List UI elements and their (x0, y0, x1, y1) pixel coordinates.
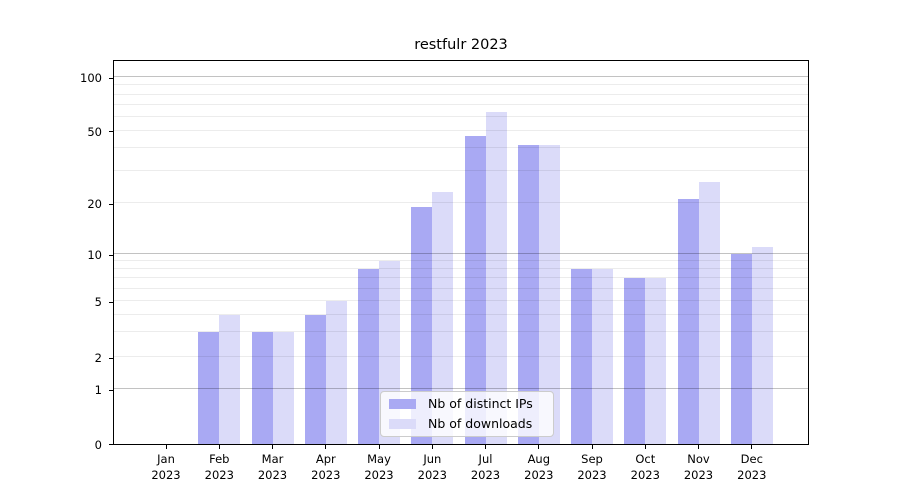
x-tick-mark-dec (751, 444, 753, 449)
legend: Nb of distinct IPs Nb of downloads (380, 391, 554, 437)
x-axis-tick-label-mar: Mar 2023 (257, 451, 288, 482)
x-tick-mark-nov (698, 444, 699, 449)
bar-distinct-ips-mar (251, 332, 273, 444)
x-tick-mark-apr (325, 444, 327, 449)
bar-distinct-ips-jul (464, 135, 486, 444)
legend-swatch-distinct-ips-icon (389, 399, 416, 409)
legend-swatch-downloads-icon (389, 419, 416, 429)
bars-layer (114, 61, 808, 444)
x-axis-tick-label-sep: Sep 2023 (577, 451, 607, 482)
bar-downloads-jun (432, 192, 454, 444)
x-tick-mark-feb (218, 444, 220, 449)
bar-downloads-dec (751, 247, 773, 444)
bar-downloads-oct (645, 278, 667, 444)
bar-distinct-ips-may (358, 269, 379, 444)
x-axis-tick-label-jun: Jun 2023 (417, 451, 447, 482)
x-axis-tick-label-feb: Feb 2023 (204, 451, 234, 482)
bar-distinct-ips-jun (411, 206, 433, 444)
x-axis-tick-label-apr: Apr 2023 (311, 451, 341, 482)
bar-downloads-jul (485, 111, 507, 444)
x-tick-mark-aug (538, 444, 540, 449)
x-tick-mark-sep (591, 444, 593, 449)
legend-label-distinct-ips: Nb of distinct IPs (428, 396, 533, 411)
bar-downloads-sep (592, 269, 613, 444)
x-tick-mark-oct (644, 444, 646, 449)
y-axis-tick-label-100: 100 (80, 71, 102, 86)
x-tick-mark-jun (431, 444, 433, 449)
bar-downloads-feb (219, 314, 241, 444)
x-axis-tick-label-jan: Jan 2023 (151, 451, 181, 482)
y-axis-tick-label-1: 1 (94, 383, 102, 397)
y-tick-mark-50 (109, 131, 113, 133)
y-tick-mark-1 (109, 389, 113, 391)
y-tick-mark-2 (109, 357, 113, 359)
y-tick-mark-100 (109, 77, 113, 79)
x-axis-tick-label-oct: Oct 2023 (630, 451, 660, 482)
x-axis-tick-label-dec: Dec 2023 (737, 451, 767, 482)
x-tick-mark-jan (165, 444, 167, 449)
y-axis-tick-label-50: 50 (87, 124, 102, 139)
y-tick-mark-5 (109, 301, 113, 303)
bar-distinct-ips-oct (624, 278, 646, 444)
plot-area (113, 59, 809, 445)
y-tick-mark-20 (109, 203, 113, 205)
y-axis-tick-label-5: 5 (94, 295, 102, 310)
legend-item-distinct-ips: Nb of distinct IPs (389, 396, 545, 412)
bar-distinct-ips-sep (571, 269, 592, 444)
legend-item-downloads: Nb of downloads (389, 416, 545, 432)
bar-downloads-nov (698, 182, 720, 444)
bar-downloads-apr (325, 301, 347, 444)
y-axis-tick-label-20: 20 (87, 197, 102, 211)
bar-distinct-ips-feb (198, 332, 220, 444)
x-tick-mark-may (378, 444, 380, 449)
x-axis-tick-label-may: May 2023 (364, 451, 394, 482)
legend-label-downloads: Nb of downloads (428, 416, 533, 431)
x-tick-mark-jul (485, 444, 486, 449)
x-axis-tick-label-nov: Nov 2023 (683, 451, 714, 482)
y-axis-tick-label-10: 10 (87, 248, 102, 262)
chart-title: restfulr 2023 (414, 37, 508, 53)
x-axis-tick-label-aug: Aug 2023 (524, 451, 554, 482)
bar-distinct-ips-nov (677, 199, 699, 444)
bar-downloads-mar (272, 332, 294, 444)
bar-distinct-ips-aug (517, 144, 539, 444)
y-tick-mark-10 (109, 254, 113, 256)
x-tick-mark-mar (272, 444, 273, 449)
x-axis-tick-label-jul: Jul 2023 (470, 451, 501, 482)
y-tick-mark-0 (109, 444, 113, 445)
bar-distinct-ips-dec (730, 254, 752, 444)
bar-downloads-aug (538, 144, 560, 444)
y-axis-tick-label-0: 0 (94, 437, 102, 452)
bar-distinct-ips-apr (304, 314, 326, 444)
y-axis-tick-label-2: 2 (94, 351, 102, 365)
